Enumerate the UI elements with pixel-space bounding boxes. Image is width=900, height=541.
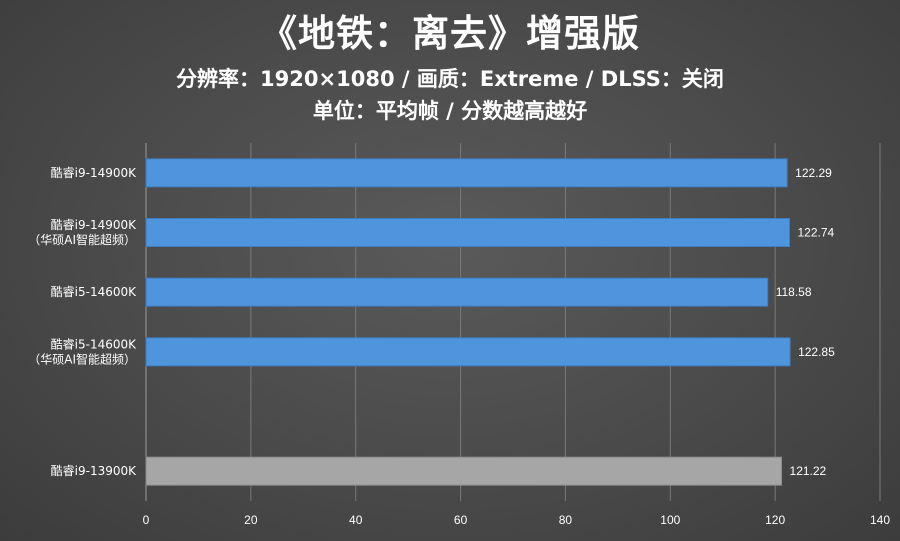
chart-subtitle-settings: 分辨率：1920×1080 / 画质：Extreme / DLSS：关闭 [176,67,724,91]
bar [145,218,791,247]
category-label: （华硕AI智能超频） [28,351,136,366]
data-label: 118.58 [776,285,812,299]
chart-grid [145,143,881,501]
chart-title: 《地铁：离去》增强版 [260,12,640,55]
x-axis-ticks: 0 20 40 60 80 100 120 140 [143,513,891,527]
category-label: 酷睿i9-14900K [51,165,137,180]
bar [145,158,788,188]
bar [145,456,783,486]
x-tick-label: 20 [244,513,258,527]
data-label: 121.22 [790,464,827,478]
chart-subtitle-unit: 单位：平均帧 / 分数越高越好 [312,99,588,123]
value-labels: 122.29 122.74 118.58 122.85 121.22 [776,166,835,478]
category-labels: 酷睿i9-14900K酷睿i9-14900K（华硕AI智能超频）酷睿i5-146… [28,165,137,478]
data-label: 122.85 [798,345,835,359]
data-label: 122.74 [798,226,835,240]
category-label: 酷睿i5-14600K [51,336,137,351]
category-label: （华硕AI智能超频） [28,232,136,247]
x-tick-label: 40 [349,513,363,527]
x-tick-label: 80 [559,513,573,527]
category-label: 酷睿i9-14900K [51,217,137,232]
chart-bars [145,158,791,486]
x-tick-label: 120 [765,513,785,527]
data-label: 122.29 [795,166,832,180]
bar [145,337,791,367]
x-tick-label: 140 [870,513,890,527]
bar [145,277,769,307]
category-label: 酷睿i9-13900K [51,463,137,478]
category-label: 酷睿i5-14600K [51,284,137,299]
x-tick-label: 0 [143,513,150,527]
x-tick-label: 60 [454,513,468,527]
x-tick-label: 100 [660,513,680,527]
